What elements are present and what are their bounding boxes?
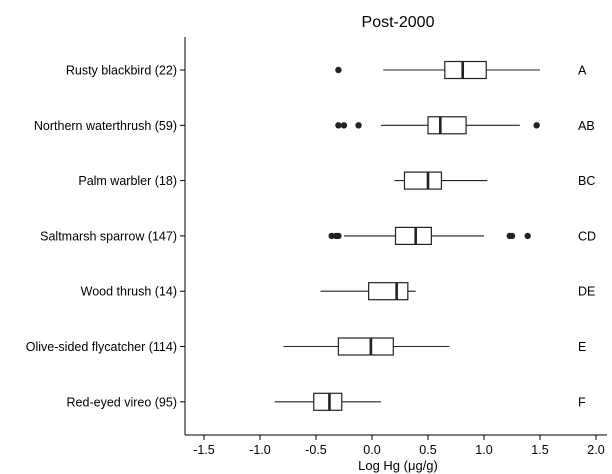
box-row — [394, 171, 488, 190]
group-letter: CD — [578, 229, 596, 243]
group-letter: E — [578, 340, 586, 354]
category-label: Wood thrush (14) — [81, 285, 177, 299]
category-label: Rusty blackbird (22) — [66, 64, 177, 78]
box-row — [274, 392, 381, 411]
group-letter: F — [578, 395, 586, 409]
outlier-point — [328, 232, 335, 240]
outlier-point — [533, 122, 540, 129]
x-tick-label: 1.0 — [475, 443, 492, 457]
box — [337, 337, 394, 356]
box-row — [320, 282, 416, 301]
box-row — [335, 60, 540, 80]
group-letter: A — [578, 64, 587, 78]
x-tick-label: 1.5 — [531, 443, 548, 457]
box — [368, 282, 409, 301]
plot-area — [274, 60, 540, 411]
category-label: Palm warbler (18) — [78, 174, 177, 188]
x-tick-label: 2.0 — [587, 443, 604, 457]
group-letter: AB — [578, 119, 595, 133]
box-row — [283, 337, 450, 356]
outlier-point — [335, 66, 342, 74]
category-label: Olive-sided flycatcher (114) — [26, 340, 177, 354]
box — [313, 392, 343, 411]
x-tick-label: -1.5 — [193, 443, 215, 457]
box — [394, 226, 432, 245]
outlier-point — [335, 232, 342, 240]
box — [403, 171, 443, 190]
group-letter: DE — [578, 285, 595, 299]
x-tick-label: -1.0 — [249, 443, 271, 457]
chart-title: Post-2000 — [362, 14, 435, 31]
x-tick-label: 0.0 — [363, 443, 380, 457]
x-tick-label: 0.5 — [419, 443, 436, 457]
box-row — [335, 116, 540, 135]
group-letter: BC — [578, 174, 595, 188]
outlier-point — [524, 232, 531, 240]
box — [444, 60, 487, 80]
x-axis-title: Log Hg (μg/g) — [358, 458, 438, 473]
outlier-point — [340, 122, 348, 129]
outlier-point — [508, 232, 516, 240]
category-label: Saltmarsh sparrow (147) — [40, 229, 177, 243]
outlier-point — [335, 122, 342, 129]
box-row — [328, 226, 531, 245]
category-label: Northern waterthrush (59) — [34, 119, 177, 133]
box — [427, 116, 467, 135]
outlier-point — [355, 122, 362, 129]
x-tick-label: -0.5 — [305, 443, 327, 457]
category-label: Red-eyed vireo (95) — [67, 395, 177, 409]
